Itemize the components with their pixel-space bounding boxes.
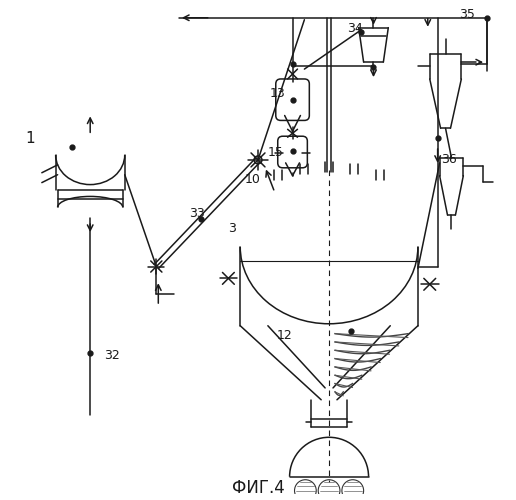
Text: 34: 34 xyxy=(347,22,363,35)
Text: 32: 32 xyxy=(104,350,120,362)
Text: 33: 33 xyxy=(189,208,205,220)
Text: 12: 12 xyxy=(277,328,293,342)
Text: ФИГ.4: ФИГ.4 xyxy=(232,478,284,496)
Text: 36: 36 xyxy=(441,153,456,166)
Text: 35: 35 xyxy=(459,8,475,21)
Text: 10: 10 xyxy=(245,172,261,186)
Text: 13: 13 xyxy=(270,87,285,100)
Text: 1: 1 xyxy=(25,132,35,146)
Text: 3: 3 xyxy=(229,222,236,235)
Text: 15: 15 xyxy=(268,146,284,159)
